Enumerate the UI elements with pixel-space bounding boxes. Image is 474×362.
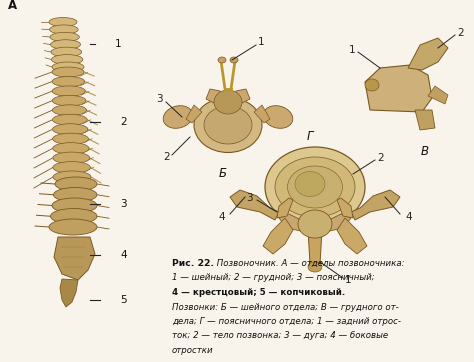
Polygon shape — [325, 214, 351, 232]
Text: 3: 3 — [246, 193, 253, 203]
Text: 2: 2 — [164, 152, 170, 162]
Polygon shape — [365, 65, 432, 112]
Ellipse shape — [49, 25, 78, 34]
Ellipse shape — [204, 106, 252, 144]
Text: 1 — шейный; 2 — грудной; 3 — поясничный;: 1 — шейный; 2 — грудной; 3 — поясничный; — [172, 274, 374, 282]
Ellipse shape — [295, 172, 325, 197]
Polygon shape — [234, 89, 250, 103]
Text: 3: 3 — [156, 94, 163, 104]
Text: 2: 2 — [377, 153, 383, 163]
Ellipse shape — [51, 40, 81, 49]
Ellipse shape — [52, 62, 84, 72]
Polygon shape — [351, 190, 400, 220]
Polygon shape — [186, 105, 202, 123]
Polygon shape — [308, 230, 322, 264]
Ellipse shape — [54, 188, 97, 202]
Text: 1: 1 — [345, 275, 352, 285]
Text: 4: 4 — [120, 250, 127, 260]
Text: 1: 1 — [115, 39, 122, 49]
Ellipse shape — [49, 219, 97, 235]
Text: отростки: отростки — [172, 346, 214, 355]
Ellipse shape — [51, 47, 82, 57]
Ellipse shape — [52, 76, 85, 87]
Polygon shape — [408, 38, 448, 70]
Polygon shape — [206, 89, 222, 103]
Text: 4: 4 — [405, 212, 411, 222]
Polygon shape — [337, 218, 367, 254]
Text: дела; Г — поясничного отдела; 1 — задний отрос-: дела; Г — поясничного отдела; 1 — задний… — [172, 317, 401, 326]
Polygon shape — [230, 190, 279, 220]
Text: В: В — [421, 145, 429, 158]
Ellipse shape — [53, 114, 87, 125]
Polygon shape — [277, 198, 293, 218]
Text: 5: 5 — [120, 295, 127, 305]
Ellipse shape — [52, 105, 87, 115]
Polygon shape — [60, 279, 78, 307]
Ellipse shape — [53, 124, 88, 135]
Polygon shape — [415, 110, 435, 130]
Text: 3: 3 — [120, 199, 127, 209]
Ellipse shape — [214, 90, 242, 114]
Ellipse shape — [298, 210, 332, 238]
Polygon shape — [54, 237, 95, 280]
Ellipse shape — [50, 32, 79, 42]
Ellipse shape — [52, 198, 97, 213]
Text: Б: Б — [219, 167, 227, 180]
Text: ток; 2 — тело позвонка; 3 — дуга; 4 — боковые: ток; 2 — тело позвонка; 3 — дуга; 4 — бо… — [172, 332, 388, 341]
Ellipse shape — [230, 57, 238, 63]
Text: Позвонки: Б — шейного отдела; В — грудного от-: Позвонки: Б — шейного отдела; В — грудно… — [172, 303, 399, 311]
Text: А: А — [8, 0, 17, 12]
Ellipse shape — [52, 95, 86, 106]
Text: Г: Г — [307, 130, 313, 143]
Ellipse shape — [52, 86, 85, 96]
Ellipse shape — [194, 97, 262, 152]
Ellipse shape — [49, 17, 77, 26]
Text: 1: 1 — [348, 45, 355, 55]
Ellipse shape — [288, 166, 343, 208]
Ellipse shape — [52, 55, 83, 64]
Ellipse shape — [53, 161, 91, 173]
Ellipse shape — [163, 106, 193, 128]
Ellipse shape — [53, 143, 89, 154]
Text: 2: 2 — [120, 117, 127, 127]
Ellipse shape — [55, 177, 97, 191]
Text: Рис. 22.: Рис. 22. — [172, 259, 214, 268]
Ellipse shape — [308, 262, 322, 272]
Ellipse shape — [263, 106, 293, 128]
Polygon shape — [279, 214, 305, 232]
Ellipse shape — [53, 133, 89, 144]
Text: 1: 1 — [258, 37, 264, 47]
Ellipse shape — [265, 147, 365, 227]
Ellipse shape — [53, 171, 91, 183]
Text: 4: 4 — [219, 212, 225, 222]
Ellipse shape — [275, 157, 355, 217]
Text: 2: 2 — [457, 28, 464, 38]
Polygon shape — [263, 218, 293, 254]
Ellipse shape — [51, 209, 97, 224]
Ellipse shape — [53, 152, 90, 164]
Ellipse shape — [365, 79, 379, 91]
Polygon shape — [337, 198, 353, 218]
Text: Позвоночник. А — отделы позвоночника:: Позвоночник. А — отделы позвоночника: — [214, 259, 404, 268]
Polygon shape — [254, 105, 270, 123]
Polygon shape — [428, 86, 448, 104]
Ellipse shape — [52, 67, 84, 77]
Ellipse shape — [218, 57, 226, 63]
Text: 4 — крестцовый; 5 — копчиковый.: 4 — крестцовый; 5 — копчиковый. — [172, 288, 345, 297]
